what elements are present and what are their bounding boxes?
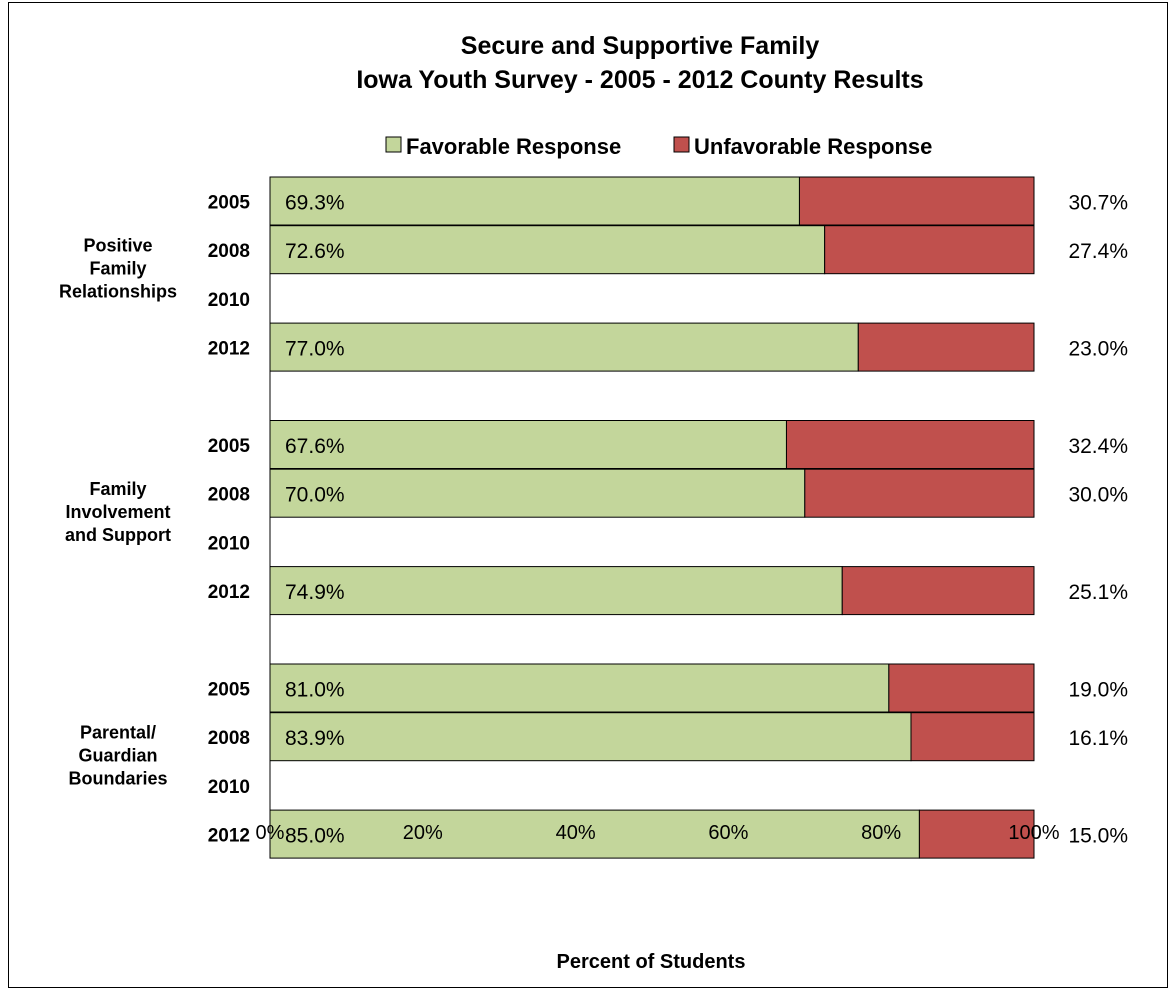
bar-favorable (269, 712, 912, 762)
year-label: 2005 (208, 436, 251, 457)
bar-unfavorable (785, 420, 1035, 469)
x-tick-label: 100% (1008, 822, 1059, 844)
bar-favorable (269, 225, 826, 275)
bar-favorable (269, 176, 800, 226)
favorable-value-label: 81.0% (285, 678, 345, 701)
bar-favorable (269, 322, 859, 372)
legend: Favorable Response Unfavorable Response (385, 134, 932, 159)
bar-unfavorable (824, 225, 1035, 275)
group-label-line: Relationships (59, 281, 177, 301)
x-axis-title: Percent of Students (557, 951, 746, 973)
bar-unfavorable (910, 712, 1035, 762)
group-label-line: Family (89, 258, 146, 278)
bar-favorable (269, 809, 920, 859)
bars (269, 176, 1035, 859)
legend-swatch-unfavorable (673, 136, 690, 153)
group-label-line: and Support (65, 525, 171, 545)
bar-favorable (269, 420, 787, 469)
favorable-value-label: 72.6% (285, 240, 345, 263)
year-label: 2008 (208, 485, 250, 506)
x-axis-ticks: 0% 20% 40% 60% 80% 100% (256, 822, 1060, 844)
group-label-line: Boundaries (68, 768, 167, 788)
unfavorable-value-label: 30.0% (1068, 484, 1128, 507)
bar-favorable (269, 663, 890, 713)
bar-unfavorable (841, 566, 1035, 616)
unfavorable-value-label: 27.4% (1068, 240, 1128, 263)
chart-title-line-1: Secure and Supportive Family (461, 32, 820, 60)
bar-unfavorable (804, 468, 1035, 518)
group-label-line: Guardian (78, 745, 157, 765)
year-label: 2010 (208, 290, 250, 311)
legend-label-unfavorable: Unfavorable Response (694, 134, 932, 159)
x-tick-label: 40% (556, 822, 596, 844)
unfavorable-value-label: 32.4% (1068, 435, 1128, 458)
unfavorable-value-label: 15.0% (1068, 824, 1128, 847)
x-tick-label: 60% (708, 822, 748, 844)
unfavorable-value-label: 25.1% (1068, 581, 1128, 604)
unfavorable-value-label: 16.1% (1068, 727, 1128, 750)
group-label-line: Involvement (65, 502, 170, 522)
legend-swatch-favorable (385, 136, 402, 153)
x-tick-label: 0% (256, 822, 285, 844)
unfavorable-value-label: 30.7% (1068, 191, 1128, 214)
year-label: 2008 (208, 728, 250, 749)
year-label: 2005 (208, 679, 251, 700)
group-label-line: Parental/ (80, 722, 156, 742)
bar-unfavorable (857, 322, 1035, 372)
favorable-value-label: 69.3% (285, 191, 345, 214)
year-label: 2008 (208, 241, 250, 262)
bar-unfavorable (918, 809, 1035, 859)
bar-favorable (269, 468, 806, 518)
x-tick-label: 20% (403, 822, 443, 844)
row-labels: 2005 69.3% 30.7% 2008 72.6% 27.4% 2010 2012 77.0… (59, 191, 1128, 847)
group-label-line: Positive (83, 235, 152, 255)
bar-favorable (269, 566, 843, 616)
chart-title-line-2: Iowa Youth Survey - 2005 - 2012 County R… (356, 66, 923, 94)
year-label: 2012 (208, 825, 250, 846)
favorable-value-label: 70.0% (285, 484, 345, 507)
favorable-value-label: 85.0% (285, 824, 345, 847)
favorable-value-label: 83.9% (285, 727, 345, 750)
legend-label-favorable: Favorable Response (406, 134, 621, 159)
year-label: 2010 (208, 533, 250, 554)
bar-unfavorable (888, 663, 1035, 713)
favorable-value-label: 77.0% (285, 337, 345, 360)
x-tick-label: 80% (861, 822, 901, 844)
year-label: 2010 (208, 777, 250, 798)
year-label: 2012 (208, 582, 250, 603)
group-label-line: Family (89, 479, 146, 499)
unfavorable-value-label: 19.0% (1068, 678, 1128, 701)
favorable-value-label: 67.6% (285, 435, 345, 458)
unfavorable-value-label: 23.0% (1068, 337, 1128, 360)
year-label: 2012 (208, 338, 250, 359)
year-label: 2005 (208, 192, 251, 213)
favorable-value-label: 74.9% (285, 581, 345, 604)
bar-unfavorable (798, 176, 1035, 226)
